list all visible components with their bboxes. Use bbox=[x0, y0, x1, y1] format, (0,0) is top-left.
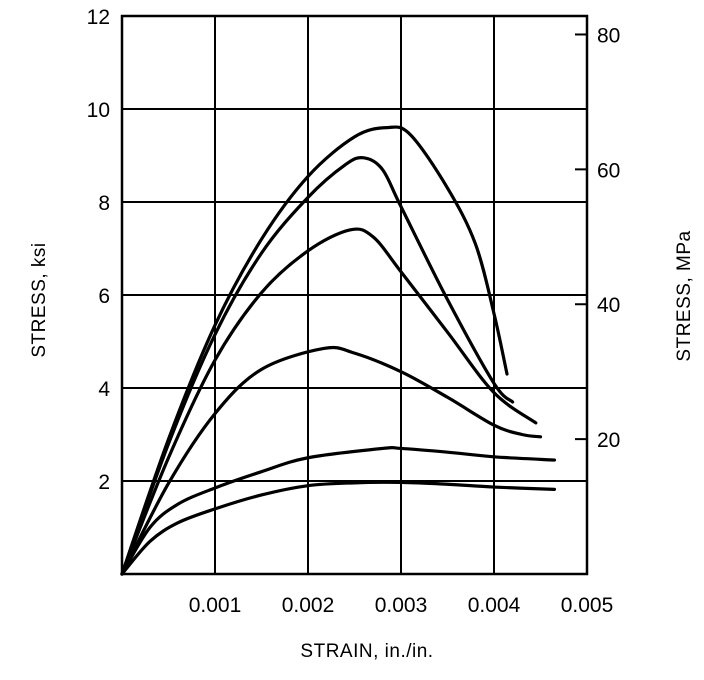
right-axis-title: STRESS, MPa bbox=[674, 230, 695, 361]
x-axis-tick-label: 0.005 bbox=[561, 594, 614, 617]
y-axis-title: STRESS, ksi bbox=[29, 242, 50, 357]
y-axis-tick-label: 2 bbox=[98, 471, 110, 494]
stress-strain-curve bbox=[120, 227, 538, 576]
x-axis-tick-label: 0.004 bbox=[468, 594, 521, 617]
stress-strain-curve bbox=[120, 345, 543, 576]
y-axis-tick-label: 4 bbox=[98, 378, 110, 401]
data-curves bbox=[120, 125, 557, 576]
x-axis-title: STRAIN, in./in. bbox=[300, 641, 433, 662]
stress-strain-curve bbox=[120, 125, 509, 576]
stress-strain-curve bbox=[120, 156, 515, 576]
stress-strain-curve bbox=[120, 480, 557, 576]
right-axis-tick-labels: 20 40 60 80 bbox=[597, 24, 620, 452]
y-axis-tick-labels: 2 4 6 8 10 12 bbox=[87, 6, 111, 494]
x-axis-tick-label: 0.001 bbox=[189, 594, 242, 617]
x-axis-tick-labels: 0.001 0.002 0.003 0.004 0.005 bbox=[189, 594, 614, 617]
grid-lines bbox=[122, 16, 587, 574]
x-axis-tick-label: 0.002 bbox=[282, 594, 335, 617]
y-axis-tick-label: 6 bbox=[98, 285, 110, 308]
x-axis-tick-label: 0.003 bbox=[375, 594, 428, 617]
y-axis-tick-label: 10 bbox=[87, 99, 110, 122]
y-axis-tick-label: 8 bbox=[98, 192, 110, 215]
y-axis-tick-label: 12 bbox=[87, 6, 110, 29]
right-axis-ticks bbox=[575, 33, 587, 441]
right-axis-tick-label: 20 bbox=[597, 429, 620, 452]
right-axis-tick-label: 60 bbox=[597, 159, 620, 182]
right-axis-tick-label: 40 bbox=[597, 294, 620, 317]
right-axis-tick-label: 80 bbox=[597, 24, 620, 47]
plot-frame bbox=[120, 14, 589, 576]
stress-strain-curve bbox=[120, 446, 557, 576]
